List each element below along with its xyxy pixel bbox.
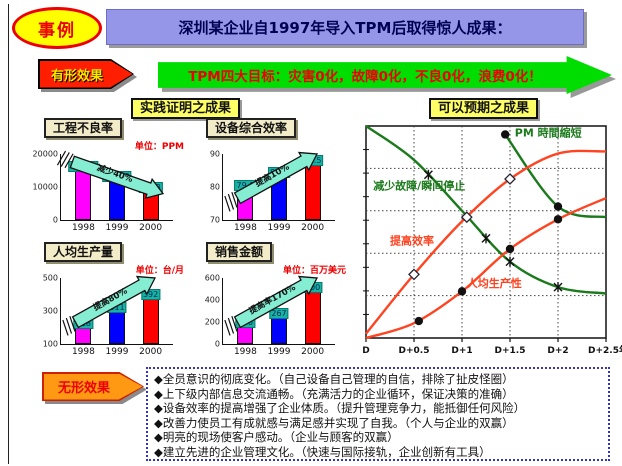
bullet-item: ◆设备效率的提高增强了企业体质。（提升管理竞争力，能抵御任何风险） bbox=[154, 401, 526, 416]
bar bbox=[271, 174, 287, 220]
x-tick-label: 1999 bbox=[105, 347, 129, 357]
page-title-text: 深圳某企业自1997年导入TPM后取得惊人成果： bbox=[178, 18, 512, 37]
right-section-title: 可以预期之成果 bbox=[429, 98, 539, 119]
y-tick-label: 400 bbox=[204, 295, 220, 305]
y-tick-label: 10000 bbox=[32, 182, 58, 192]
bar-value-label: 79.9 bbox=[234, 180, 257, 192]
intangible-effects-label: 无形效果 bbox=[43, 373, 143, 400]
chart-sales-amount: 销售金额 单位：百万美元 0 200 400 600 186 1998 267 1999 500… bbox=[192, 242, 348, 364]
x-tick-label: 1999 bbox=[105, 223, 129, 233]
case-badge: 事例 bbox=[12, 7, 102, 49]
y-tick-label: 0 bbox=[52, 215, 58, 225]
x-tick-label: 2000 bbox=[139, 223, 163, 233]
page-title: 深圳某企业自1997年导入TPM后取得惊人成果： bbox=[106, 9, 584, 45]
series-label: 减少故障/瞬间停止 bbox=[373, 179, 465, 193]
x-tick-label: 2000 bbox=[301, 347, 325, 357]
bar-value-label: 9438 bbox=[138, 181, 163, 193]
y-tick-label: 0 bbox=[214, 339, 220, 349]
bar-plot: 100 300 500 218 1998 311 1999 392 2000 提高80% bbox=[43, 274, 173, 357]
intangible-bullets-box: ◆全员意识的彻底变化。（自己设备自己管理的自信，排除了扯皮怪圈） ◆上下级内部信息… bbox=[146, 367, 610, 461]
bar-value-label: 267 bbox=[269, 307, 289, 319]
bar bbox=[304, 289, 321, 344]
bar-value-label: 15673 bbox=[68, 161, 99, 173]
x-tick-label: 1998 bbox=[71, 223, 95, 233]
y-tick-label: 300 bbox=[42, 306, 58, 316]
y-tick-label: 600 bbox=[204, 273, 220, 283]
svg-text:D+1.5: D+1.5 bbox=[495, 346, 526, 356]
bullet-item: ◆改善力使员工有成就感与满足感并实现了自我。（个人与企业的双赢） bbox=[154, 415, 514, 430]
bar-value-label: 311 bbox=[107, 302, 127, 314]
x-tick-label: 1998 bbox=[71, 347, 95, 357]
bar-value-label: 392 bbox=[140, 288, 161, 300]
bullet-item: ◆明亮的现场使客户感动。（企业与顾客的双赢） bbox=[154, 430, 399, 445]
chart-title: 销售金额 bbox=[206, 242, 273, 262]
bar bbox=[75, 168, 92, 220]
bullet-item: ◆上下级内部信息交流通畅。（充满活力的企业循环，保证决策的准确） bbox=[154, 386, 514, 401]
slide-edge-line bbox=[8, 4, 9, 464]
tpm-goals-banner: TPM四大目标：灾害0化，故障0化，不良0化，浪费0化！ bbox=[158, 56, 612, 94]
tpm-goals-text: TPM四大目标：灾害0化，故障0化，不良0化，浪费0化！ bbox=[158, 56, 612, 94]
bar bbox=[237, 187, 254, 220]
y-tick-label: 20000 bbox=[32, 149, 58, 159]
y-tick-label: 100 bbox=[42, 339, 58, 349]
bar-value-label: 12589 bbox=[102, 171, 132, 183]
bar-value-label: 218 bbox=[73, 317, 94, 329]
svg-text:D+0.5: D+0.5 bbox=[399, 346, 430, 356]
bar bbox=[109, 309, 125, 344]
bar-value-label: 500 bbox=[302, 282, 323, 293]
bar bbox=[271, 314, 287, 344]
y-tick-label: 90 bbox=[209, 149, 220, 159]
left-section-title: 实践证明之成果 bbox=[131, 98, 241, 119]
x-tick-label: 2000 bbox=[301, 223, 325, 233]
chart-unit: 单位：台/月 bbox=[135, 266, 184, 276]
series-label: PM 時間縮短 bbox=[515, 126, 582, 140]
intangible-effects-arrow: 无形效果 bbox=[42, 372, 144, 401]
bar bbox=[142, 295, 159, 344]
chart-unit: 单位：百万美元 bbox=[282, 266, 346, 276]
chart-unit: 单位：PPM bbox=[134, 142, 184, 152]
svg-text:D: D bbox=[362, 346, 369, 356]
bullet-item: ◆全员意识的彻底变化。（自己设备自己管理的自信，排除了扯皮怪圈） bbox=[154, 372, 514, 386]
bar-plot: 70 80 90 79.9 1998 83.8 1999 87.5 2000 提高10% bbox=[210, 150, 335, 233]
chart-per-capita-output: 人均生产量 单位：台/月 100 300 500 218 1998 311 1999 392 2… bbox=[30, 242, 186, 364]
svg-text:D+2.5年: D+2.5年 bbox=[588, 344, 622, 356]
bar bbox=[109, 178, 125, 220]
x-tick-label: 2000 bbox=[139, 347, 163, 357]
bar bbox=[142, 188, 159, 220]
chart-equipment-efficiency: 设备综合效率 70 80 90 79.9 1998 83.8 1999 87.5 2000 提高1… bbox=[192, 118, 348, 240]
x-tick-label: 1998 bbox=[233, 347, 257, 357]
tangible-effects-arrow: 有形效果 bbox=[38, 59, 134, 89]
x-tick-label: 1999 bbox=[267, 223, 291, 233]
chart-defect-rate: 工程不良率 单位：PPM 0 10000 20000 15673 1998 12589 19… bbox=[30, 118, 186, 240]
x-tick-label: 1998 bbox=[233, 223, 257, 233]
tangible-effects-label: 有形效果 bbox=[39, 60, 133, 88]
trend-chart-canvas: D D+0.5 D+1 D+1.5 D+2 D+2.5年 减少故障/瞬间停止 PM 時間縮短提… bbox=[362, 125, 622, 356]
bar-plot: 0 200 400 600 186 1998 267 1999 500 2000 提高率170% bbox=[205, 274, 335, 357]
bullet-item: ◆建立先进的企业管理文化。（快速与国际接轨，企业创新有工具） bbox=[154, 444, 491, 459]
trend-chart: D D+0.5 D+1 D+1.5 D+2 D+2.5年 减少故障/瞬间停止 PM 時間縮短提… bbox=[352, 120, 622, 360]
series-label: 人均生产性 bbox=[467, 276, 522, 290]
y-tick-label: 80 bbox=[209, 182, 220, 192]
x-tick-label: 1999 bbox=[267, 347, 291, 357]
svg-text:D+2: D+2 bbox=[547, 346, 568, 356]
svg-text:D+1: D+1 bbox=[451, 346, 472, 356]
bar-value-label: 87.5 bbox=[301, 155, 324, 167]
bar bbox=[304, 162, 321, 220]
bar-value-label: 83.8 bbox=[268, 167, 290, 179]
y-tick-label: 70 bbox=[209, 215, 220, 225]
chart-title: 工程不良率 bbox=[44, 118, 123, 138]
series-label: 提高效率 bbox=[390, 234, 434, 248]
y-tick-label: 500 bbox=[42, 273, 58, 283]
bar-plot: 0 10000 20000 15673 1998 12589 1999 9438 2000 减少4… bbox=[33, 150, 173, 233]
y-tick-label: 200 bbox=[204, 317, 220, 327]
chart-title: 设备综合效率 bbox=[206, 118, 297, 138]
bar-value-label: 186 bbox=[235, 316, 256, 328]
case-badge-label: 事例 bbox=[38, 20, 76, 41]
chart-title: 人均生产量 bbox=[44, 242, 123, 262]
